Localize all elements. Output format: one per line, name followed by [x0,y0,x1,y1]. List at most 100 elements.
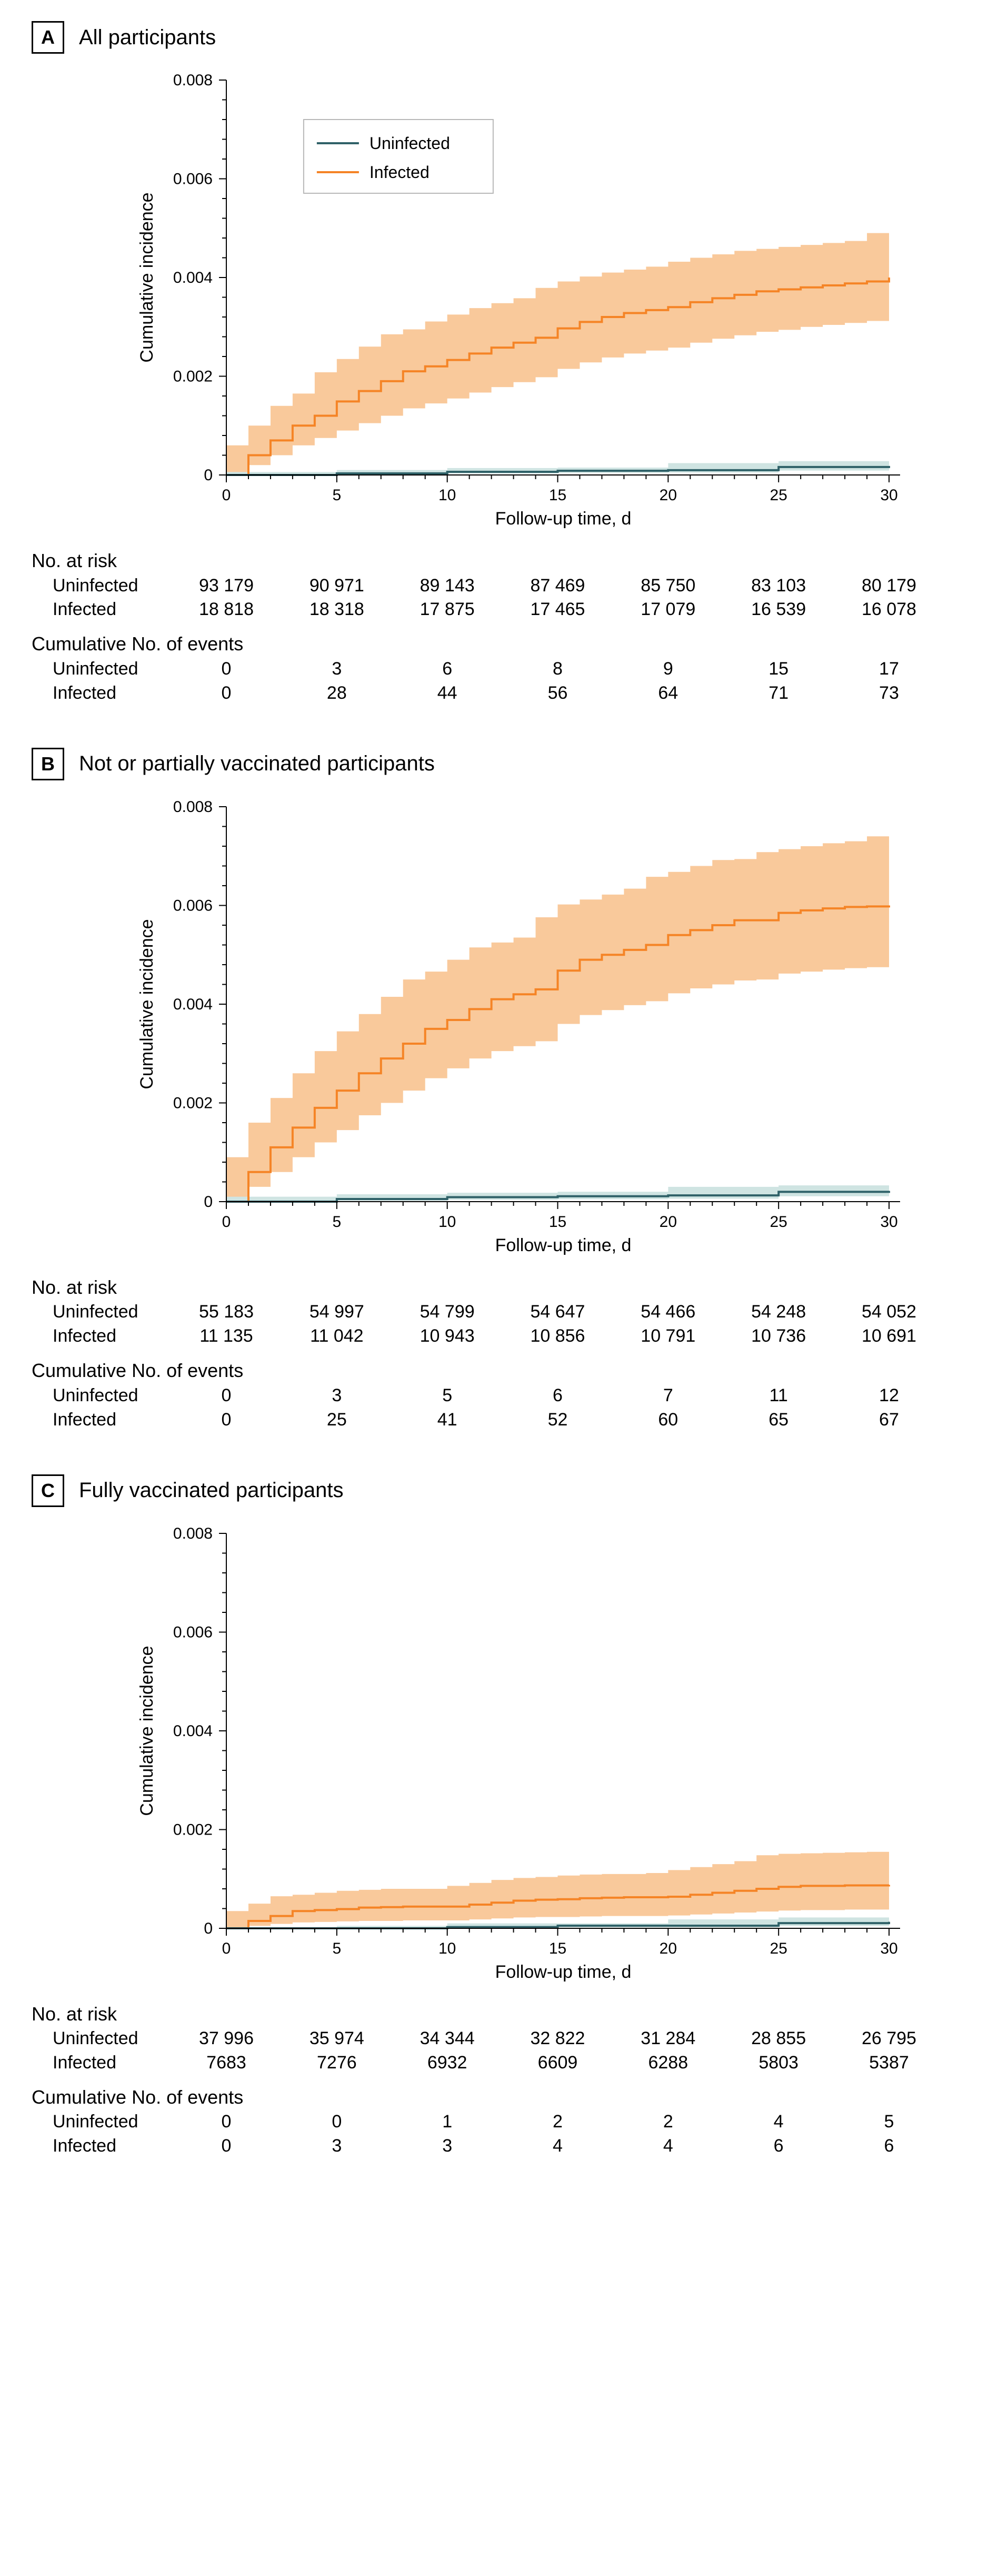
infected-e-cell: 4 [613,2134,723,2158]
infected-e-label: Infected [32,681,171,706]
uninfected-e-cell: 6 [503,1384,613,1408]
uninfected-n-cell: 80 179 [834,574,944,598]
uninfected-n-label: Uninfected [32,2027,171,2051]
infected-n-cell: 10 943 [392,1324,503,1349]
y-tick-label: 0.004 [173,269,213,286]
risk-table: No. at riskUninfected55 18354 99754 7995… [32,1275,966,1432]
uninfected-n-cell: 35 974 [282,2027,392,2051]
infected-e-label: Infected [32,1408,171,1432]
infected-n-label: Infected [32,598,171,622]
x-tick-label: 25 [770,1940,787,1957]
uninfected-e-cell: 2 [613,2110,723,2134]
uninfected-n-label: Uninfected [32,1300,171,1324]
chart-wrap: 05101520253000.0020.0040.0060.008Follow-… [32,1523,966,1989]
x-tick-label: 25 [770,1213,787,1231]
uninfected-n-cell: 26 795 [834,2027,944,2051]
x-axis-label: Follow-up time, d [495,1235,632,1255]
cum-events-header: Cumulative No. of events [32,2085,966,2111]
infected-e-cell: 60 [613,1408,723,1432]
x-axis-label: Follow-up time, d [495,1962,632,1982]
infected-n-cell: 16 078 [834,598,944,622]
uninfected-n-cell: 85 750 [613,574,723,598]
y-tick-label: 0.002 [173,1821,213,1838]
uninfected-e-cell: 5 [392,1384,503,1408]
infected-n-cell: 17 465 [503,598,613,622]
infected-e-cell: 52 [503,1408,613,1432]
uninfected-n-cell: 54 248 [723,1300,834,1324]
x-tick-label: 20 [660,1213,677,1231]
panel-title-row: CFully vaccinated participants [32,1474,966,1507]
uninfected-n-cell: 54 647 [503,1300,613,1324]
infected-e-cell: 0 [171,681,282,706]
uninfected-e-cell: 9 [613,657,723,681]
infected-n-cell: 10 856 [503,1324,613,1349]
infected-e-row: Infected0284456647173 [32,681,966,706]
x-tick-label: 10 [438,1213,456,1231]
uninfected-n-cell: 93 179 [171,574,282,598]
cum-events-header: Cumulative No. of events [32,1358,966,1384]
infected-e-cell: 44 [392,681,503,706]
infected-n-cell: 7276 [282,2051,392,2075]
panel-letter: A [32,21,64,54]
no-at-risk-header: No. at risk [32,1275,966,1301]
uninfected-e-cell: 0 [282,2110,392,2134]
y-tick-label: 0.004 [173,996,213,1013]
uninfected-e-cell: 7 [613,1384,723,1408]
chart-svg: 05101520253000.0020.0040.0060.008Follow-… [126,1523,916,1986]
y-axis-label: Cumulative incidence [137,919,157,1089]
uninfected-n-label: Uninfected [32,574,171,598]
infected-e-cell: 67 [834,1408,944,1432]
infected-n-cell: 18 318 [282,598,392,622]
infected-e-cell: 6 [723,2134,834,2158]
y-tick-label: 0.002 [173,368,213,385]
infected-n-row: Infected11 13511 04210 94310 85610 79110… [32,1324,966,1349]
infected-n-row: Infected18 81818 31817 87517 46517 07916… [32,598,966,622]
infected-e-cell: 65 [723,1408,834,1432]
uninfected-n-cell: 34 344 [392,2027,503,2051]
uninfected-e-cell: 12 [834,1384,944,1408]
infected-n-cell: 17 875 [392,598,503,622]
uninfected-e-label: Uninfected [32,1384,171,1408]
uninfected-e-cell: 8 [503,657,613,681]
infected-e-label: Infected [32,2134,171,2158]
legend-box [304,120,493,193]
uninfected-e-cell: 17 [834,657,944,681]
infected-n-cell: 10 691 [834,1324,944,1349]
uninfected-n-cell: 55 183 [171,1300,282,1324]
uninfected-n-row: Uninfected55 18354 99754 79954 64754 466… [32,1300,966,1324]
uninfected-n-cell: 54 997 [282,1300,392,1324]
infected-e-cell: 4 [503,2134,613,2158]
x-tick-label: 30 [880,487,897,504]
cum-events-header: Cumulative No. of events [32,631,966,657]
x-tick-label: 5 [332,487,341,504]
infected-e-cell: 0 [171,1408,282,1432]
chart-wrap: 05101520253000.0020.0040.0060.008Follow-… [32,70,966,536]
panel-C: CFully vaccinated participants0510152025… [32,1474,966,2159]
infected-e-cell: 28 [282,681,392,706]
x-axis-label: Follow-up time, d [495,509,632,529]
infected-e-cell: 6 [834,2134,944,2158]
panel-letter: B [32,748,64,780]
y-tick-label: 0 [204,1193,213,1211]
uninfected-n-cell: 54 466 [613,1300,723,1324]
y-tick-label: 0.006 [173,1623,213,1641]
x-tick-label: 10 [438,487,456,504]
infected-n-cell: 6288 [613,2051,723,2075]
infected-n-cell: 10 736 [723,1324,834,1349]
infected-n-cell: 7683 [171,2051,282,2075]
y-tick-label: 0.008 [173,1525,213,1542]
infected-n-cell: 6932 [392,2051,503,2075]
y-tick-label: 0 [204,467,213,484]
y-tick-label: 0.008 [173,72,213,89]
x-tick-label: 15 [549,487,566,504]
uninfected-e-cell: 3 [282,1384,392,1408]
y-tick-label: 0.008 [173,798,213,816]
uninfected-e-cell: 2 [503,2110,613,2134]
infected-e-cell: 0 [171,2134,282,2158]
chart-wrap: 05101520253000.0020.0040.0060.008Follow-… [32,796,966,1262]
uninfected-n-cell: 31 284 [613,2027,723,2051]
x-tick-label: 0 [222,1940,231,1957]
panel-title-row: AAll participants [32,21,966,54]
uninfected-n-cell: 89 143 [392,574,503,598]
legend-label: Infected [370,163,430,182]
